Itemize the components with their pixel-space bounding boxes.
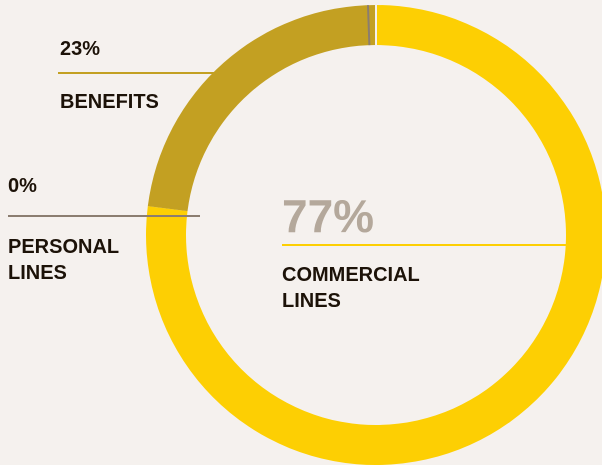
data-label-commercial-lines: 77% xyxy=(282,190,374,242)
data-label-benefits: 23% xyxy=(60,38,100,60)
category-label-commercial-lines-0: COMMERCIAL xyxy=(282,264,420,286)
data-label-personal-lines: 0% xyxy=(8,175,37,197)
slice-benefits xyxy=(147,5,376,212)
category-label-benefits-0: BENEFITS xyxy=(60,91,159,113)
category-label-personal-lines-0: PERSONAL xyxy=(8,236,119,258)
category-label-commercial-lines-1: LINES xyxy=(282,290,341,312)
slice-personal-lines xyxy=(366,5,371,46)
category-label-personal-lines-1: LINES xyxy=(8,262,67,284)
